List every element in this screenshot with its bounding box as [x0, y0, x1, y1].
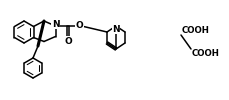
Text: O: O — [64, 36, 72, 46]
Text: N: N — [112, 25, 120, 34]
Text: O: O — [76, 21, 83, 30]
Text: COOH: COOH — [182, 26, 210, 35]
Text: COOH: COOH — [192, 50, 220, 58]
Text: N: N — [52, 20, 59, 29]
